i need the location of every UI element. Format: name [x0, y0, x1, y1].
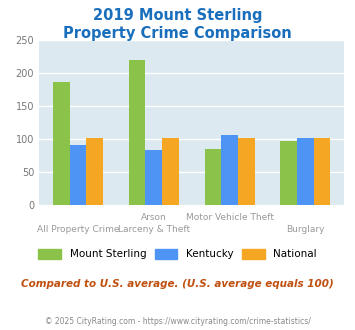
Bar — [280, 141, 297, 205]
Bar — [297, 138, 314, 205]
Bar — [162, 138, 179, 205]
Text: Compared to U.S. average. (U.S. average equals 100): Compared to U.S. average. (U.S. average … — [21, 279, 334, 289]
Bar — [314, 138, 331, 205]
Text: All Property Crime: All Property Crime — [37, 225, 119, 234]
Text: © 2025 CityRating.com - https://www.cityrating.com/crime-statistics/: © 2025 CityRating.com - https://www.city… — [45, 317, 310, 326]
Bar — [204, 148, 221, 205]
Text: Burglary: Burglary — [286, 225, 325, 234]
Text: Motor Vehicle Theft: Motor Vehicle Theft — [186, 213, 274, 222]
Bar — [129, 60, 146, 205]
Bar — [70, 145, 86, 205]
Text: Arson: Arson — [141, 213, 166, 222]
Text: Property Crime Comparison: Property Crime Comparison — [63, 26, 292, 41]
Bar — [221, 135, 238, 205]
Bar — [238, 138, 255, 205]
Bar — [86, 138, 103, 205]
Legend: Mount Sterling, Kentucky, National: Mount Sterling, Kentucky, National — [34, 245, 321, 264]
Text: Larceny & Theft: Larceny & Theft — [118, 225, 190, 234]
Bar — [53, 82, 70, 205]
Bar — [146, 150, 162, 205]
Text: 2019 Mount Sterling: 2019 Mount Sterling — [93, 8, 262, 23]
